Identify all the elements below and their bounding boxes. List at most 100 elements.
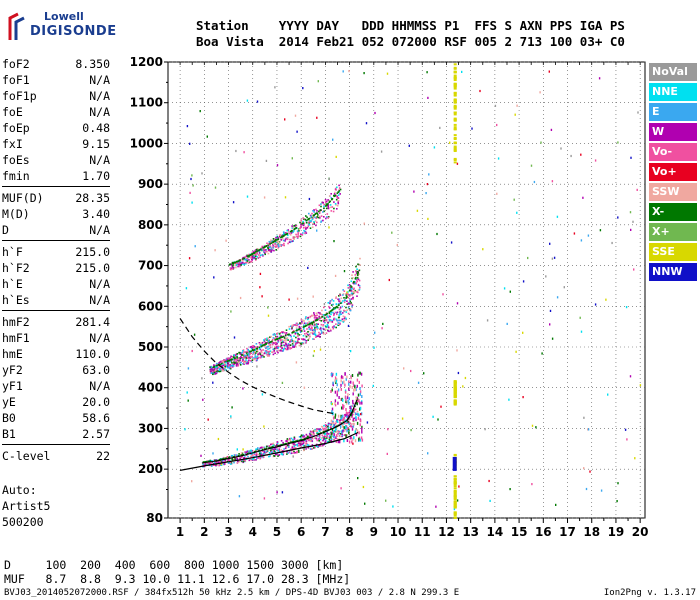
echo-point bbox=[303, 327, 305, 330]
echo-point bbox=[207, 460, 210, 463]
echo-point bbox=[343, 380, 345, 384]
echo-point bbox=[291, 324, 294, 327]
echo-point bbox=[228, 366, 231, 369]
echo-point bbox=[250, 257, 252, 259]
noise-point bbox=[199, 110, 201, 113]
echo-point bbox=[307, 444, 309, 447]
echo-point bbox=[354, 430, 356, 434]
echo-point bbox=[290, 232, 293, 234]
echo-point bbox=[321, 444, 324, 447]
echo-point bbox=[342, 414, 344, 418]
echo-point bbox=[256, 250, 258, 253]
echo-point bbox=[349, 302, 351, 305]
echo-point bbox=[302, 334, 305, 337]
echo-point bbox=[337, 304, 340, 306]
echo-point bbox=[337, 401, 339, 405]
echo-point bbox=[237, 461, 240, 463]
echo-point bbox=[230, 366, 232, 369]
noise-point bbox=[548, 70, 550, 73]
echo-point bbox=[309, 327, 312, 330]
echo-point bbox=[238, 361, 240, 363]
interference-point bbox=[453, 383, 457, 386]
echo-point bbox=[317, 334, 320, 336]
x-tick-label: 14 bbox=[487, 525, 504, 539]
noise-point bbox=[630, 156, 632, 159]
echo-point bbox=[340, 310, 342, 313]
echo-point bbox=[227, 363, 229, 366]
echo-point bbox=[311, 324, 314, 327]
echo-point bbox=[239, 261, 241, 263]
echo-point bbox=[343, 309, 345, 312]
echo-point bbox=[335, 198, 338, 201]
param-value: 28.35 bbox=[75, 191, 110, 205]
echo-point bbox=[346, 429, 348, 433]
noise-point bbox=[242, 448, 244, 451]
echo-point bbox=[218, 370, 221, 373]
noise-point bbox=[284, 196, 287, 199]
echo-point bbox=[292, 341, 295, 344]
echo-point bbox=[213, 462, 216, 464]
echo-point bbox=[327, 324, 329, 327]
echo-point bbox=[245, 259, 248, 261]
echo-point bbox=[285, 237, 288, 240]
echo-point bbox=[348, 382, 350, 386]
echo-point bbox=[302, 326, 305, 328]
echo-point bbox=[273, 249, 275, 252]
echo-point bbox=[311, 332, 314, 334]
software-version: Ion2Png v. 1.3.17 bbox=[603, 588, 696, 598]
echo-point bbox=[245, 357, 247, 359]
echo-point bbox=[285, 440, 288, 443]
echo-point bbox=[231, 356, 234, 358]
x-tick-label: 4 bbox=[249, 525, 257, 539]
param-value: N/A bbox=[89, 223, 110, 237]
echo-point bbox=[329, 435, 331, 437]
echo-point bbox=[287, 234, 289, 237]
echo-point bbox=[282, 239, 285, 242]
echo-point bbox=[328, 307, 331, 309]
echo-point bbox=[319, 326, 322, 329]
echo-point bbox=[305, 215, 307, 217]
echo-point bbox=[216, 367, 219, 369]
x-tick-label: 16 bbox=[535, 525, 552, 539]
noise-point bbox=[335, 155, 337, 158]
echo-point bbox=[294, 440, 297, 443]
header-values: Boa Vista 2014 Feb21 052 072000 RSF 005 … bbox=[196, 34, 625, 49]
echo-point bbox=[292, 324, 295, 326]
echo-point bbox=[302, 434, 304, 436]
interference-point bbox=[453, 138, 457, 140]
echo-point bbox=[334, 430, 337, 433]
echo-point bbox=[293, 445, 296, 448]
echo-point bbox=[314, 330, 316, 332]
noise-point bbox=[598, 77, 601, 80]
echo-point bbox=[337, 201, 339, 203]
echo-point bbox=[281, 338, 283, 341]
echo-point bbox=[306, 333, 309, 336]
echo-point bbox=[339, 435, 341, 438]
param-value: 281.4 bbox=[75, 315, 110, 329]
echo-point bbox=[275, 246, 277, 248]
echo-point bbox=[235, 365, 238, 367]
echo-point bbox=[339, 307, 342, 309]
echo-point bbox=[334, 191, 336, 194]
echo-point bbox=[238, 460, 241, 463]
param-value: 0.48 bbox=[82, 121, 110, 135]
interference-point bbox=[453, 389, 457, 392]
x-tick-label: 3 bbox=[224, 525, 232, 539]
echo-point bbox=[280, 343, 283, 345]
echo-point bbox=[358, 285, 361, 287]
echo-point bbox=[338, 319, 340, 322]
echo-point bbox=[356, 410, 359, 413]
echo-point bbox=[280, 335, 282, 337]
echo-point bbox=[340, 302, 342, 304]
x-tick-label: 15 bbox=[511, 525, 528, 539]
echo-point bbox=[341, 320, 344, 322]
echo-point bbox=[303, 320, 305, 322]
echo-point bbox=[276, 345, 278, 348]
echo-point bbox=[355, 398, 358, 401]
echo-point bbox=[230, 355, 232, 358]
echo-point bbox=[282, 340, 284, 343]
echo-point bbox=[224, 457, 227, 460]
echo-point bbox=[253, 349, 255, 351]
noise-point bbox=[207, 418, 209, 421]
echo-point bbox=[280, 244, 283, 247]
